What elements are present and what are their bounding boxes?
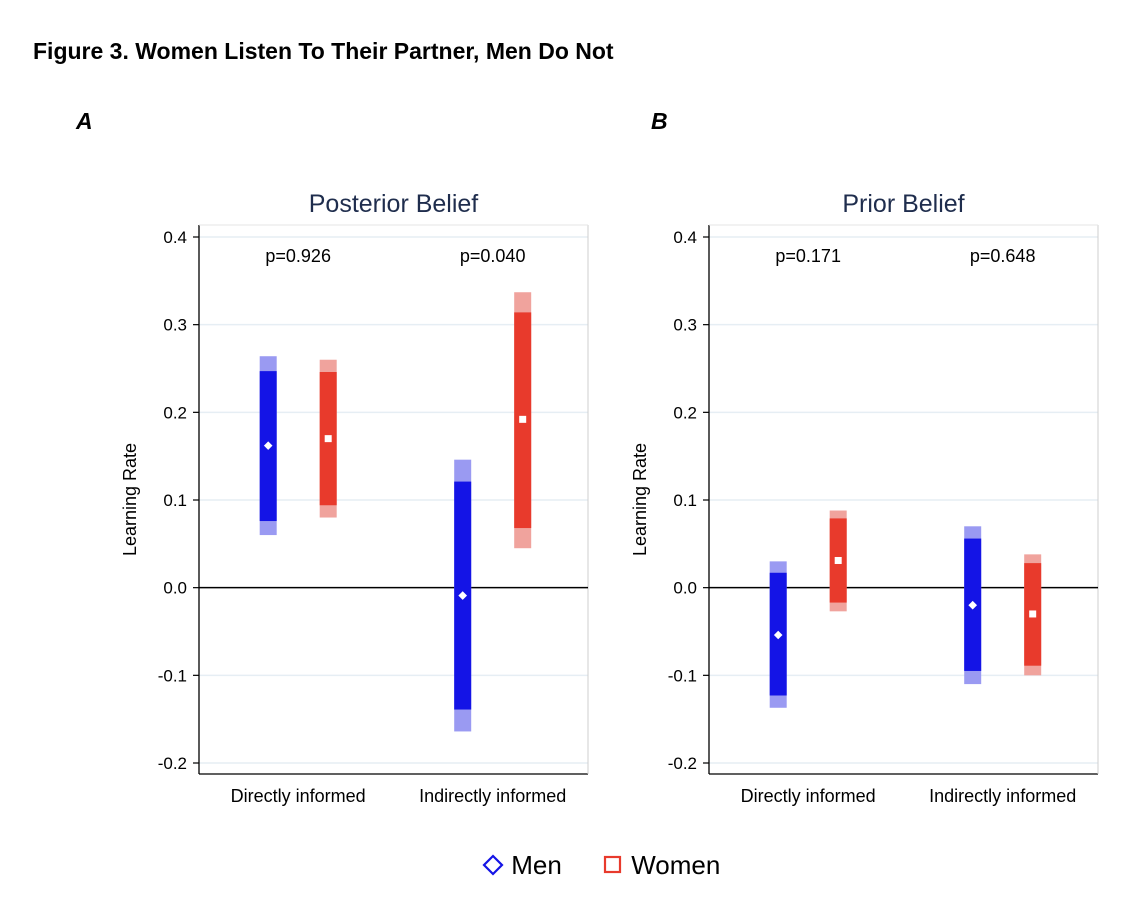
men-point-estimate <box>456 589 469 602</box>
p-value-annotation: p=0.926 <box>265 246 331 266</box>
women-point-estimate <box>833 555 843 565</box>
panel-a-letter: A <box>76 108 93 134</box>
x-tick-label: Indirectly informed <box>929 786 1076 806</box>
y-tick-label: -0.2 <box>158 754 187 773</box>
legend-women-label: Women <box>631 850 721 880</box>
x-tick-label: Directly informed <box>231 786 366 806</box>
panel-title: Posterior Belief <box>309 190 479 218</box>
y-tick-label: 0.1 <box>163 491 187 510</box>
women-point-estimate <box>1028 609 1038 619</box>
panel-1: Posterior Belief -0.2 -0.1 0.0 0.1 0.2 0.3 0.4 L… <box>120 190 589 806</box>
y-tick-label: 0.1 <box>673 491 697 510</box>
y-tick-label: 0.4 <box>673 228 697 247</box>
p-value-annotation: p=0.171 <box>775 246 841 266</box>
y-tick-label: 0.0 <box>673 579 697 598</box>
women-point-estimate <box>518 414 528 424</box>
y-tick-label: -0.1 <box>158 666 187 685</box>
legend-men-label: Men <box>511 850 562 880</box>
women-point-estimate <box>323 434 333 444</box>
y-tick-label: -0.2 <box>668 754 697 773</box>
x-tick-label: Indirectly informed <box>419 786 566 806</box>
legend-men-marker <box>482 854 504 876</box>
y-tick-label: 0.2 <box>673 403 697 422</box>
y-tick-label: 0.2 <box>163 403 187 422</box>
panel-2: Prior Belief -0.2 -0.1 0.0 0.1 0.2 0.3 0.4 Learn… <box>630 190 1099 806</box>
y-tick-label: -0.1 <box>668 666 697 685</box>
men-point-estimate <box>772 629 784 641</box>
legend-women-marker <box>603 855 622 874</box>
p-value-annotation: p=0.040 <box>460 246 526 266</box>
y-axis-label: Learning Rate <box>120 443 140 556</box>
y-tick-label: 0.3 <box>673 316 697 335</box>
x-tick-label: Directly informed <box>741 786 876 806</box>
p-value-annotation: p=0.648 <box>970 246 1036 266</box>
panel-b-letter: B <box>651 108 668 134</box>
y-axis-label: Learning Rate <box>630 443 650 556</box>
legend-men: Men <box>482 850 562 881</box>
legend-women: Women <box>602 850 720 881</box>
figure-title: Figure 3. Women Listen To Their Partner,… <box>33 38 614 64</box>
y-tick-label: 0.0 <box>163 579 187 598</box>
y-tick-label: 0.4 <box>163 228 187 247</box>
men-point-estimate <box>262 439 274 452</box>
panel-title: Prior Belief <box>842 190 964 218</box>
y-tick-label: 0.3 <box>163 316 187 335</box>
men-point-estimate <box>966 599 979 611</box>
